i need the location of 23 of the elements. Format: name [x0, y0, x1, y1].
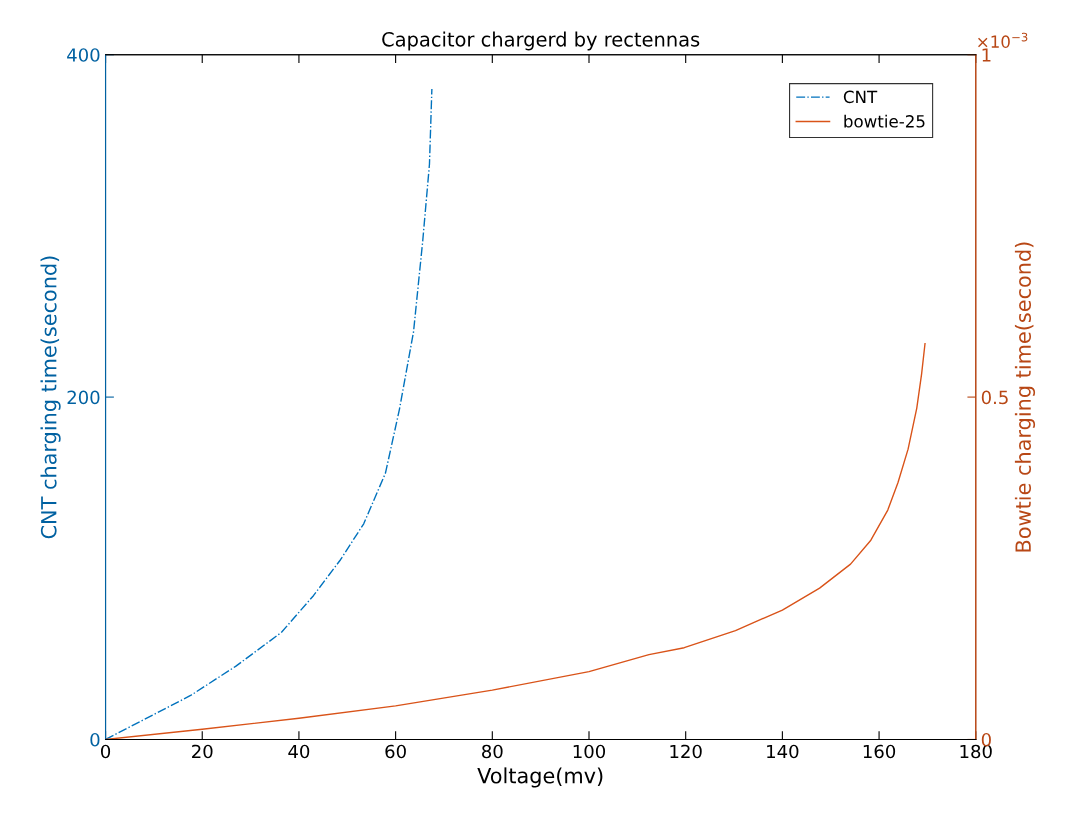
legend-label: bowtie-25	[844, 114, 925, 128]
y-tick-label: 200	[67, 390, 100, 405]
legend-label: CNT	[843, 90, 878, 104]
y-tick-label: 400	[67, 48, 100, 62]
text: ×10$^{−3}$	[978, 32, 1028, 48]
x-tick-label: 120	[670, 744, 702, 759]
y2-tick-label: 0.5	[981, 390, 1008, 405]
x-tick-label: 80	[482, 744, 503, 759]
x-tick-label: 160	[863, 744, 896, 759]
chart-title: Capacitor chargerd by rectennas	[382, 31, 700, 51]
x-axis-title: Voltage(mv)	[477, 767, 603, 788]
x-tick-label: 140	[767, 744, 799, 759]
line-series	[105, 88, 433, 740]
line-series	[105, 342, 926, 740]
x-tick-label: 40	[288, 744, 310, 759]
y-axis-title: CNT charging time(second)	[40, 256, 61, 539]
x-tick-label: 100	[573, 744, 606, 759]
x-tick-label: 0	[100, 744, 111, 759]
y2-tick-label: 1	[982, 48, 991, 62]
x-tick-label: 20	[192, 744, 213, 759]
y-tick-label: 0	[90, 732, 100, 747]
y2-axis-title: Bowtie charging time(second)	[1014, 242, 1036, 552]
x-tick-label: 60	[385, 744, 406, 759]
